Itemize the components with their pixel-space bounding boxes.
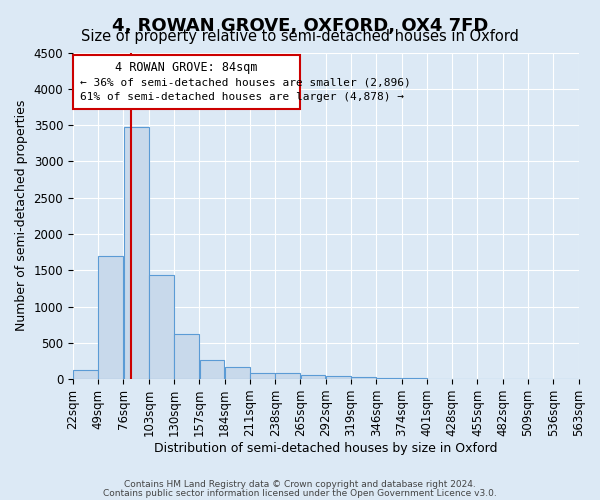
- Bar: [98, 256, 123, 379]
- Text: 4, ROWAN GROVE, OXFORD, OX4 7FD: 4, ROWAN GROVE, OXFORD, OX4 7FD: [112, 16, 488, 34]
- FancyBboxPatch shape: [73, 56, 301, 109]
- Bar: [124, 126, 149, 379]
- Bar: [376, 378, 401, 379]
- Text: Size of property relative to semi-detached houses in Oxford: Size of property relative to semi-detach…: [81, 28, 519, 44]
- Bar: [402, 378, 427, 379]
- Bar: [149, 276, 174, 379]
- Text: ← 36% of semi-detached houses are smaller (2,896): ← 36% of semi-detached houses are smalle…: [80, 78, 411, 88]
- Text: 61% of semi-detached houses are larger (4,878) →: 61% of semi-detached houses are larger (…: [80, 92, 404, 102]
- Bar: [225, 368, 250, 379]
- Y-axis label: Number of semi-detached properties: Number of semi-detached properties: [15, 100, 28, 332]
- Bar: [73, 370, 98, 379]
- Text: Contains public sector information licensed under the Open Government Licence v3: Contains public sector information licen…: [103, 489, 497, 498]
- Bar: [351, 378, 376, 379]
- Bar: [301, 374, 325, 379]
- Text: 4 ROWAN GROVE: 84sqm: 4 ROWAN GROVE: 84sqm: [115, 60, 258, 74]
- Bar: [200, 360, 224, 379]
- Bar: [174, 334, 199, 379]
- Text: Contains HM Land Registry data © Crown copyright and database right 2024.: Contains HM Land Registry data © Crown c…: [124, 480, 476, 489]
- Bar: [275, 372, 300, 379]
- X-axis label: Distribution of semi-detached houses by size in Oxford: Distribution of semi-detached houses by …: [154, 442, 497, 455]
- Bar: [326, 376, 351, 379]
- Bar: [250, 372, 275, 379]
